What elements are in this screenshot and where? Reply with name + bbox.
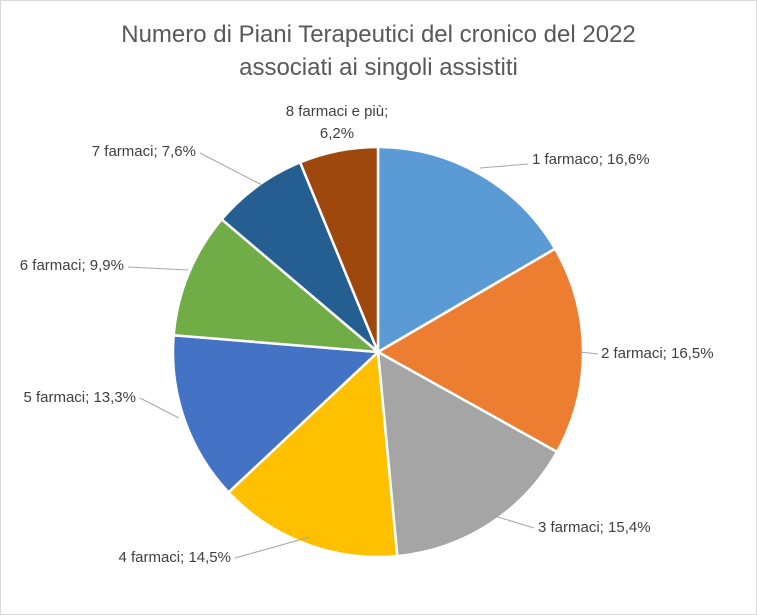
chart-title-line-1: Numero di Piani Terapeutici del cronico … (121, 21, 636, 48)
data-label-2-line-1: 2 farmaci; 16,5% (601, 345, 714, 362)
pie-slice-4 (227, 350, 399, 559)
data-label-4: 4 farmaci; 14,5% (118, 549, 231, 566)
leader-line-4 (234, 536, 311, 559)
data-label-2: 2 farmaci; 16,5% (601, 345, 714, 362)
leader-line-5 (139, 397, 180, 419)
data-label-3: 3 farmaci; 15,4% (538, 519, 651, 536)
pie-slice-2 (376, 247, 585, 454)
data-label-5-line-1: 5 farmaci; 13,3% (23, 389, 136, 406)
pie-slice-8 (298, 145, 380, 354)
data-label-7-line-1: 7 farmaci; 7,6% (92, 143, 196, 160)
data-label-3-line-1: 3 farmaci; 15,4% (538, 519, 651, 536)
pie-slice-5 (171, 334, 380, 494)
leader-line-6 (127, 266, 189, 271)
data-label-6: 6 farmaci; 9,9% (20, 257, 124, 274)
data-label-8-line-1: 8 farmaci e più; (286, 103, 389, 120)
leader-line-1 (479, 163, 529, 169)
data-label-1-line-1: 1 farmaco; 16,6% (532, 151, 650, 168)
data-label-8-line-2: 6,2% (320, 125, 354, 142)
data-label-1: 1 farmaco; 16,6% (532, 151, 650, 168)
chart-title-line-2: associati ai singoli assistiti (239, 54, 518, 81)
data-label-8: 8 farmaci e più; 6,2% (286, 103, 389, 142)
pie-slice-6 (172, 218, 380, 354)
leader-line-2 (579, 351, 599, 355)
chart-title: Numero di Piani Terapeutici del cronico … (0, 18, 757, 84)
pie-slice-1 (376, 145, 557, 354)
data-label-4-line-1: 4 farmaci; 14,5% (118, 549, 231, 566)
data-label-7: 7 farmaci; 7,6% (92, 143, 196, 160)
data-label-5: 5 farmaci; 13,3% (23, 389, 136, 406)
pie-slice-7 (220, 161, 380, 354)
leader-line-7 (199, 152, 263, 186)
leader-line-3 (484, 512, 535, 529)
pie-slice-3 (376, 350, 559, 558)
data-label-6-line-1: 6 farmaci; 9,9% (20, 257, 124, 274)
